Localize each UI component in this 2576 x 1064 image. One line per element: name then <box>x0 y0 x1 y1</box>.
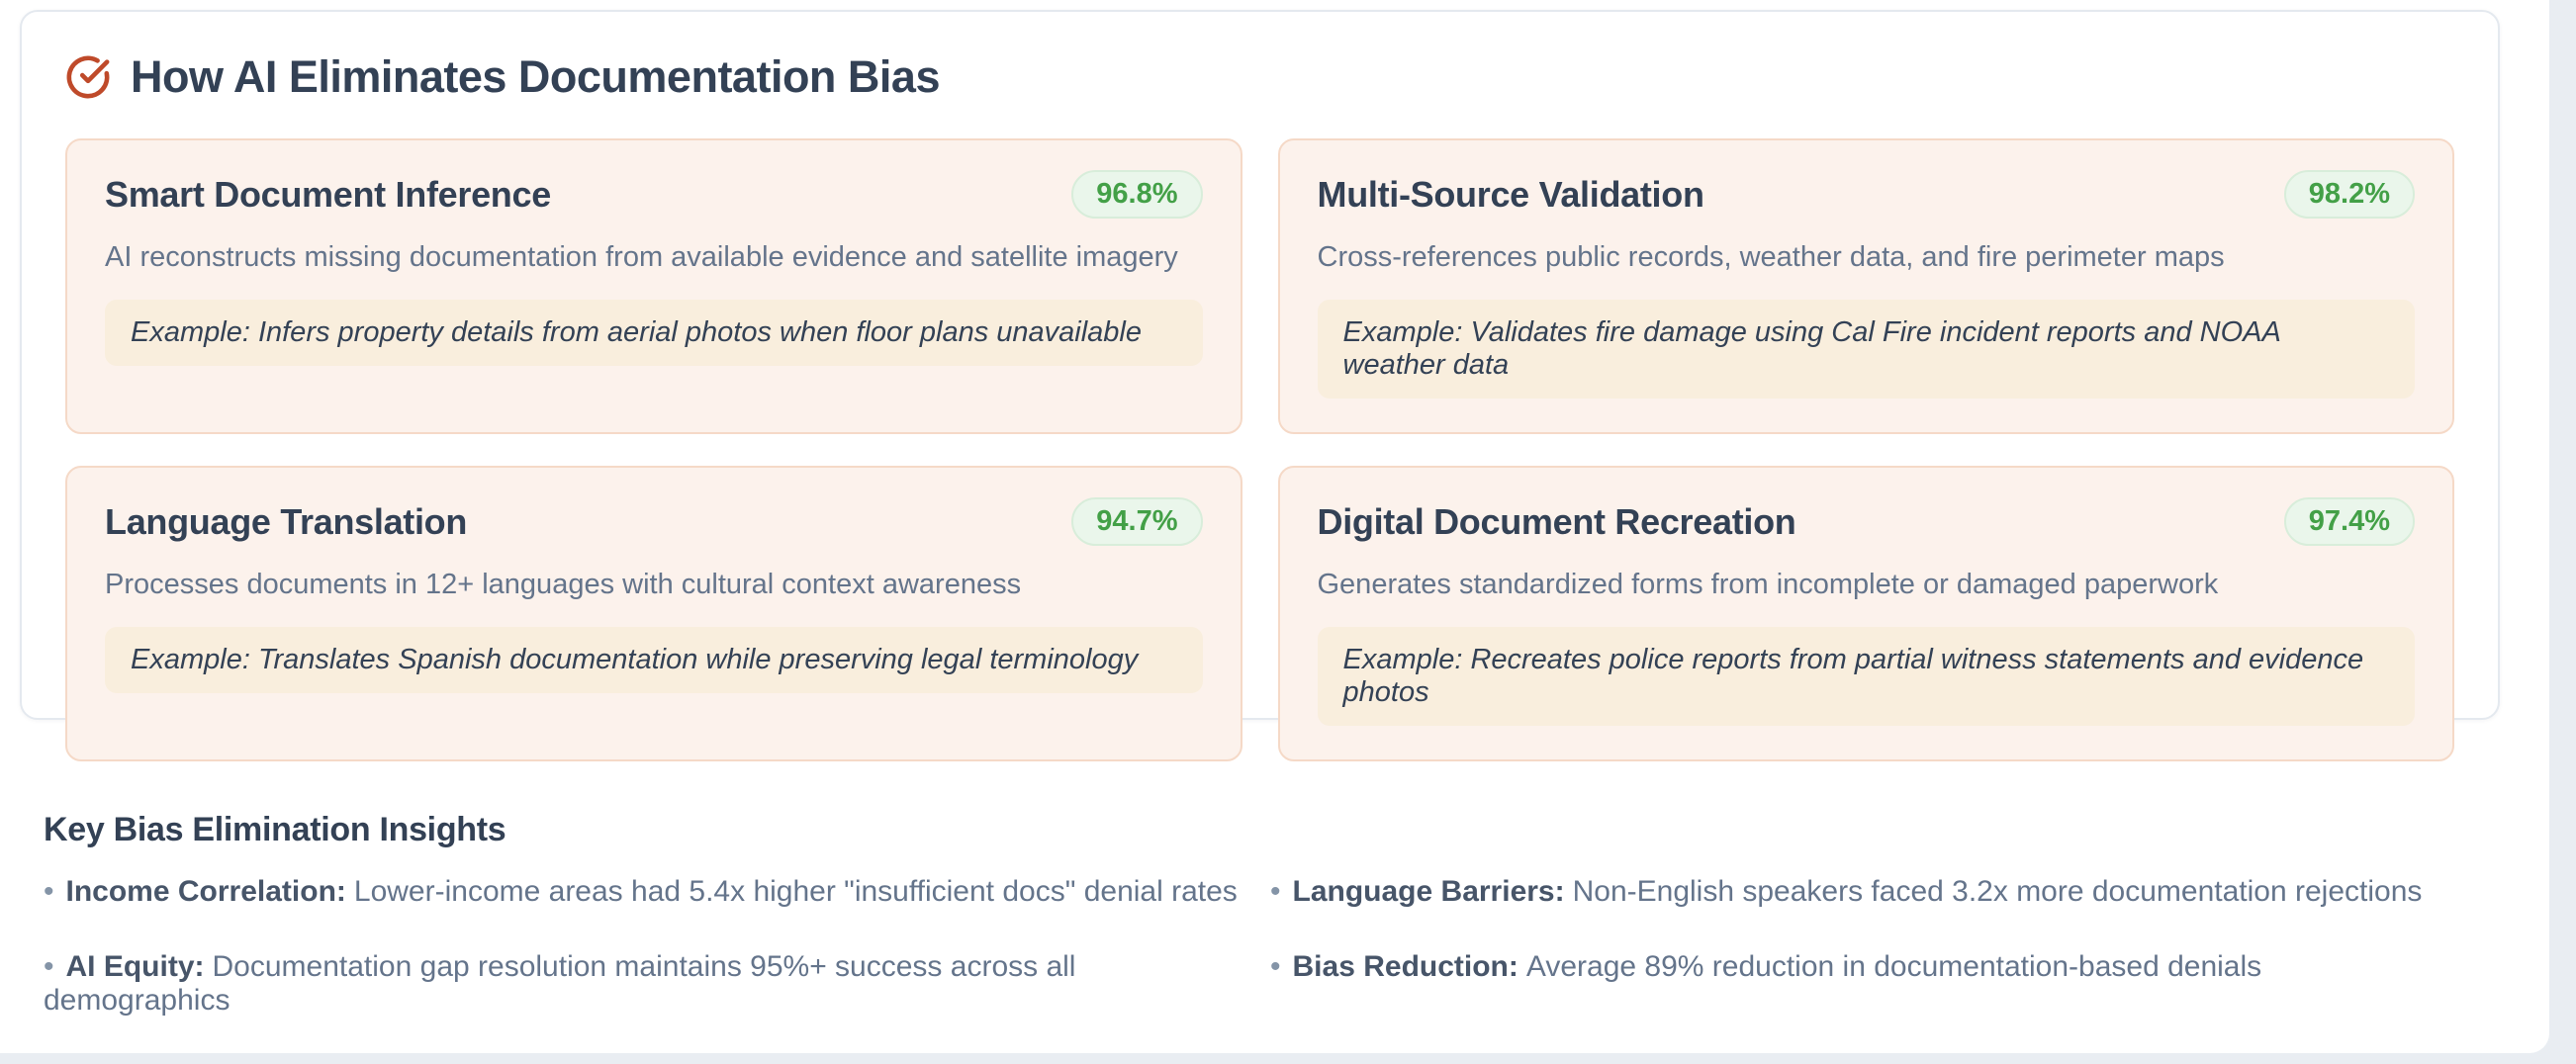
ai-methods-card: How AI Eliminates Documentation Bias Sma… <box>20 10 2500 761</box>
insight-label: Language Barriers: <box>1292 875 1565 908</box>
method-description: Generates standardized forms from incomp… <box>1317 569 2219 600</box>
method-example: Example: Translates Spanish documentatio… <box>105 627 1203 693</box>
method-card-language-translation: Language Translation 94.7% Processes doc… <box>65 466 1242 761</box>
method-example: Example: Validates fire damage using Cal… <box>1317 300 2415 399</box>
method-description: AI reconstructs missing documentation fr… <box>105 241 1178 273</box>
insights-title: Key Bias Elimination Insights <box>44 811 506 848</box>
bullet-dot: • <box>1270 875 1281 908</box>
method-example: Example: Infers property details from ae… <box>105 300 1203 366</box>
method-title: Smart Document Inference <box>105 173 551 215</box>
insight-label: Bias Reduction: <box>1292 950 1518 983</box>
insights-section: Key Bias Elimination Insights • Income Co… <box>44 811 2506 1018</box>
methods-grid: Smart Document Inference 96.8% AI recons… <box>65 138 2454 761</box>
method-card-multi-source-validation: Multi-Source Validation 98.2% Cross-refe… <box>1277 138 2454 434</box>
insight-label: AI Equity: <box>65 950 205 983</box>
insight-item-bias-reduction: • Bias Reduction: Average 89% reduction in… <box>1270 950 2506 1018</box>
insight-text: Lower-income areas had 5.4x higher "insu… <box>353 875 1238 908</box>
method-header: Digital Document Recreation 97.4% <box>1317 497 2415 546</box>
methods-card-header: How AI Eliminates Documentation Bias <box>65 51 2454 103</box>
bullet-dot: • <box>44 950 54 983</box>
method-title: Digital Document Recreation <box>1317 500 1796 542</box>
method-title: Multi-Source Validation <box>1317 173 1704 215</box>
insight-item-income-correlation: • Income Correlation: Lower-income areas h… <box>44 875 1270 909</box>
section-title: How AI Eliminates Documentation Bias <box>131 51 940 102</box>
insight-text: Documentation gap resolution maintains 9… <box>44 950 1076 1017</box>
method-description: Cross-references public records, weather… <box>1317 241 2225 273</box>
method-header: Language Translation 94.7% <box>105 497 1203 546</box>
content-panel: How AI Eliminates Documentation Bias Sma… <box>0 0 2549 1053</box>
accuracy-badge: 98.2% <box>2283 170 2415 219</box>
method-header: Smart Document Inference 96.8% <box>105 170 1203 219</box>
insight-item-language-barriers: • Language Barriers: Non-English speakers … <box>1270 875 2506 909</box>
accuracy-badge: 96.8% <box>1071 170 1203 219</box>
method-header: Multi-Source Validation 98.2% <box>1317 170 2415 219</box>
insight-text: Average 89% reduction in documentation-b… <box>1525 950 2262 983</box>
method-example: Example: Recreates police reports from p… <box>1317 627 2415 726</box>
insight-item-ai-equity: • AI Equity: Documentation gap resolution … <box>44 950 1270 1018</box>
accuracy-badge: 94.7% <box>1071 497 1203 546</box>
accuracy-badge: 97.4% <box>2283 497 2415 546</box>
method-title: Language Translation <box>105 500 468 542</box>
method-description: Processes documents in 12+ languages wit… <box>105 569 1022 600</box>
insight-label: Income Correlation: <box>65 875 346 908</box>
insights-grid: • Income Correlation: Lower-income areas h… <box>44 875 2506 1018</box>
check-circle-icon <box>66 55 110 99</box>
insight-text: Non-English speakers faced 3.2x more doc… <box>1572 875 2423 908</box>
method-card-smart-document-inference: Smart Document Inference 96.8% AI recons… <box>65 138 1242 434</box>
bullet-dot: • <box>1270 950 1281 983</box>
bullet-dot: • <box>44 875 54 908</box>
method-card-digital-document-recreation: Digital Document Recreation 97.4% Genera… <box>1277 466 2454 761</box>
